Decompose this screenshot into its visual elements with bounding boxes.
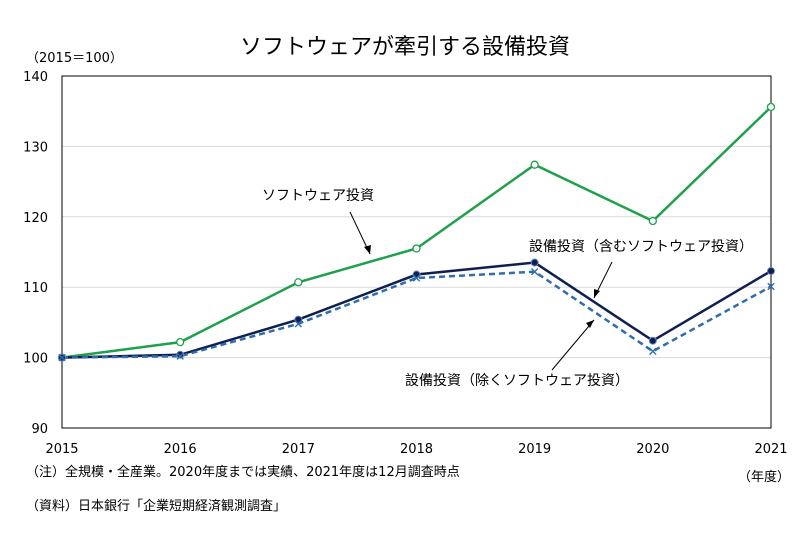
label-capex-incl: 設備投資（含むソフトウェア投資） (529, 239, 753, 255)
data-point-s0-2016 (176, 337, 185, 347)
y-axis-ticks: 90 100 110 120 130 140 (23, 70, 48, 437)
series-markers (57, 102, 776, 362)
data-point-s2-2017 (294, 320, 303, 328)
x-tick-label-2019: 2019 (518, 442, 551, 457)
x-tick-label-2015: 2015 (45, 442, 78, 457)
data-point-s2-2021 (767, 282, 775, 291)
x-axis-ticks: 2015 2016 2017 2018 2019 2020 2021 (45, 442, 787, 457)
y-tick-label-100: 100 (23, 352, 48, 367)
x-tick-label-2018: 2018 (400, 442, 433, 457)
data-point-s2-2018 (412, 274, 421, 282)
chart-title: ソフトウェアが牽引する設備投資 (240, 35, 570, 60)
series-lines (61, 106, 772, 359)
y-tick-label-120: 120 (23, 211, 48, 226)
x-tick-label-2020: 2020 (636, 442, 669, 457)
x-tick-label-2017: 2017 (282, 442, 315, 457)
x-unit-label: （年度） (738, 469, 790, 485)
y-tick-label-110: 110 (23, 281, 48, 296)
data-point-s1-2016 (176, 350, 185, 359)
label-software: ソフトウェア投資 (262, 188, 374, 204)
x-tick-label-2016: 2016 (164, 442, 197, 457)
data-point-s0-2018 (412, 244, 421, 253)
data-point-s1-2020 (648, 336, 657, 345)
y-tick-label-90: 90 (31, 422, 48, 437)
y-unit-label: （2015＝100） (26, 51, 123, 66)
data-point-s0-2020 (648, 216, 657, 226)
note-line-1: （注）全規模・全産業。2020年度までは実績、2021年度は12月調査時点 (26, 464, 460, 480)
data-point-s2-2015 (58, 353, 66, 362)
data-point-s2-2016 (176, 352, 184, 360)
y-tick-label-140: 140 (23, 70, 48, 85)
data-point-s1-2018 (412, 270, 421, 279)
x-tick-label-2021: 2021 (754, 442, 787, 457)
data-point-s2-2020 (649, 347, 657, 355)
series-line-0 (61, 106, 772, 359)
data-point-s0-2019 (530, 160, 539, 169)
arrow-capex-incl-head (594, 289, 600, 298)
y-tick-label-130: 130 (23, 140, 48, 155)
plot-frame (61, 75, 772, 429)
data-point-s2-2019 (530, 268, 539, 276)
arrow-capex-excl (551, 319, 595, 371)
data-point-s0-2021 (766, 102, 776, 112)
label-capex-excl: 設備投資（除くソフトウェア投資） (405, 373, 629, 389)
arrow-software-head (364, 245, 371, 254)
data-point-s0-2017 (294, 278, 303, 287)
data-point-s1-2019 (530, 258, 539, 267)
data-point-s1-2021 (767, 267, 775, 276)
arrow-capex-excl-head (586, 320, 594, 328)
note-line-2: （資料）日本銀行「企業短期経済観測調査」 (26, 498, 286, 514)
